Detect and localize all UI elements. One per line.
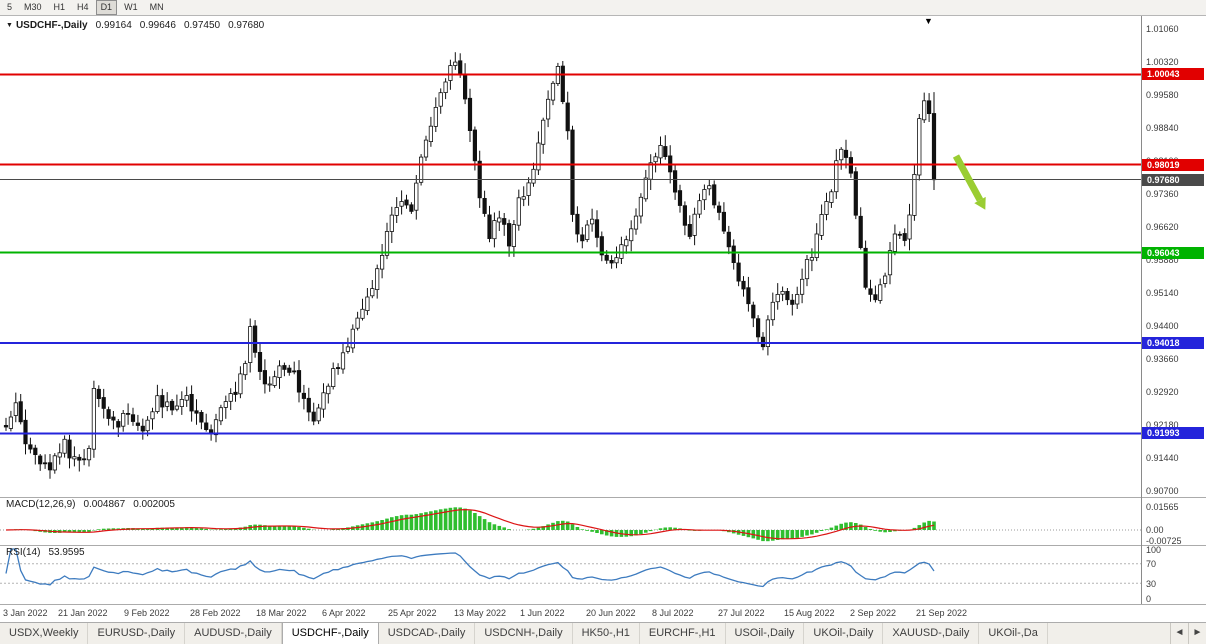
price-level-badge: 0.98019	[1142, 159, 1204, 171]
price-axis-line	[1141, 16, 1142, 604]
timeframe-toolbar: 5 M30 H1 H4 D1 W1 MN	[0, 0, 1206, 16]
date-label: 27 Jul 2022	[718, 608, 765, 618]
timeframe-button-5[interactable]: 5	[7, 2, 13, 12]
tab-usdchf-daily[interactable]: USDCHF-,Daily	[281, 623, 379, 644]
tab-usdcnh-daily[interactable]: USDCNH-,Daily	[475, 623, 573, 644]
timeframe-button-d1[interactable]: D1	[95, 0, 118, 15]
symbol-dropdown-icon[interactable]: ▼	[6, 22, 13, 29]
price-level-badge: 0.96043	[1142, 247, 1204, 259]
rsi-axis-label: 100	[1146, 545, 1162, 555]
rsi-value: 53.9595	[48, 547, 85, 558]
chart-title: USDCHF-,Daily	[15, 20, 88, 31]
rsi-axis-label: 0	[1146, 594, 1152, 604]
tab-hk50-h1[interactable]: HK50-,H1	[573, 623, 640, 644]
rsi-axis-label: 30	[1146, 579, 1157, 589]
date-label: 25 Apr 2022	[388, 608, 437, 618]
date-label: 15 Aug 2022	[784, 608, 835, 618]
price-level-badge: 0.94018	[1142, 337, 1204, 349]
price-axis-label: 0.90700	[1146, 486, 1179, 496]
date-label: 1 Jun 2022	[520, 608, 565, 618]
date-label: 13 May 2022	[454, 608, 507, 618]
date-label: 28 Feb 2022	[190, 608, 241, 618]
date-label: 8 Jul 2022	[652, 608, 694, 618]
symbol-tabbar: USDX,Weekly EURUSD-,Daily AUDUSD-,Daily USD…	[0, 622, 1206, 644]
timeframe-button-h1[interactable]: H1	[53, 2, 66, 12]
price-axis-label: 0.98840	[1146, 123, 1179, 133]
tab-ukoil-da[interactable]: UKOil-,Da	[979, 623, 1048, 644]
price-axis-label: 0.96620	[1146, 222, 1179, 232]
date-label: 21 Jan 2022	[58, 608, 108, 618]
rsi-panel-separator[interactable]	[0, 545, 1206, 546]
tab-eurchf-h1[interactable]: EURCHF-,H1	[640, 623, 726, 644]
date-label: 18 Mar 2022	[256, 608, 307, 618]
macd-axis-label: 0.01565	[1146, 502, 1179, 512]
price-level-badge: 1.00043	[1142, 68, 1204, 80]
timeframe-button-mn[interactable]: MN	[149, 2, 164, 12]
tab-scroll-controls: ◄ ►	[1170, 623, 1206, 644]
rsi-panel-canvas[interactable]	[0, 545, 1141, 604]
macd-main-value: 0.004867	[83, 499, 126, 510]
price-axis-label: 0.92920	[1146, 387, 1179, 397]
tab-audusd-daily[interactable]: AUDUSD-,Daily	[185, 623, 282, 644]
price-axis-label: 0.92180	[1146, 420, 1179, 430]
price-axis-label: 1.00320	[1146, 57, 1179, 67]
price-axis-label: 1.01060	[1146, 24, 1179, 34]
price-axis-label: 0.95880	[1146, 255, 1179, 265]
price-axis-label: 0.97360	[1146, 189, 1179, 199]
ohlc-low: 0.97450	[183, 20, 221, 31]
macd-header: MACD(12,26,9) 0.004867 0.002005	[6, 499, 175, 510]
date-label: 20 Jun 2022	[586, 608, 636, 618]
price-chart-canvas[interactable]	[0, 16, 1141, 497]
date-label: 2 Sep 2022	[850, 608, 897, 618]
timeframe-button-m30[interactable]: M30	[24, 2, 42, 12]
macd-axis-label: -0.00725	[1146, 536, 1182, 546]
chart-shift-marker[interactable]: ▼	[924, 16, 933, 26]
macd-signal-value: 0.002005	[133, 499, 175, 510]
price-axis-label: 0.93660	[1146, 354, 1179, 364]
price-level-badge: 0.91993	[1142, 427, 1204, 439]
date-label: 6 Apr 2022	[322, 608, 366, 618]
ohlc-open: 0.99164	[95, 20, 132, 31]
date-label: 3 Jan 2022	[3, 608, 48, 618]
tab-usoil-daily[interactable]: USOil-,Daily	[726, 623, 805, 644]
price-level-badge: 0.97680	[1142, 174, 1204, 186]
macd-label: MACD(12,26,9)	[6, 499, 76, 510]
tab-usdx-weekly[interactable]: USDX,Weekly	[0, 623, 89, 644]
rsi-axis-label: 70	[1146, 559, 1157, 569]
tab-xauusd-daily[interactable]: XAUUSD-,Daily	[883, 623, 980, 644]
price-axis-label: 0.94400	[1146, 321, 1179, 331]
timeframe-button-h4[interactable]: H4	[77, 2, 89, 12]
tab-eurusd-daily[interactable]: EURUSD-,Daily	[88, 623, 186, 644]
tab-scroll-right-button[interactable]: ►	[1188, 623, 1206, 644]
macd-panel-canvas[interactable]	[0, 497, 1141, 545]
macd-axis-label: 0.00	[1146, 525, 1164, 535]
price-axis-label: 0.95140	[1146, 288, 1179, 298]
timeframe-button-w1[interactable]: W1	[124, 2, 138, 12]
date-label: 9 Feb 2022	[124, 608, 170, 618]
tab-usdcad-daily[interactable]: USDCAD-,Daily	[379, 623, 476, 644]
tab-scroll-left-button[interactable]: ◄	[1170, 623, 1188, 644]
price-axis-label: 0.99580	[1146, 90, 1179, 100]
rsi-label: RSI(14)	[6, 547, 41, 558]
chart-header: ▼ USDCHF-,Daily 0.99164 0.99646 0.97450 0.976…	[6, 20, 264, 31]
rsi-header: RSI(14) 53.9595	[6, 547, 85, 558]
price-axis-label: 0.91440	[1146, 453, 1179, 463]
tab-ukoil-daily[interactable]: UKOil-,Daily	[804, 623, 884, 644]
time-axis-separator	[0, 604, 1206, 605]
ohlc-high: 0.99646	[139, 20, 176, 31]
macd-panel-separator[interactable]	[0, 497, 1206, 498]
trend-arrow-annotation[interactable]	[952, 154, 986, 210]
ohlc-close: 0.97680	[228, 20, 265, 31]
date-label: 21 Sep 2022	[916, 608, 968, 618]
